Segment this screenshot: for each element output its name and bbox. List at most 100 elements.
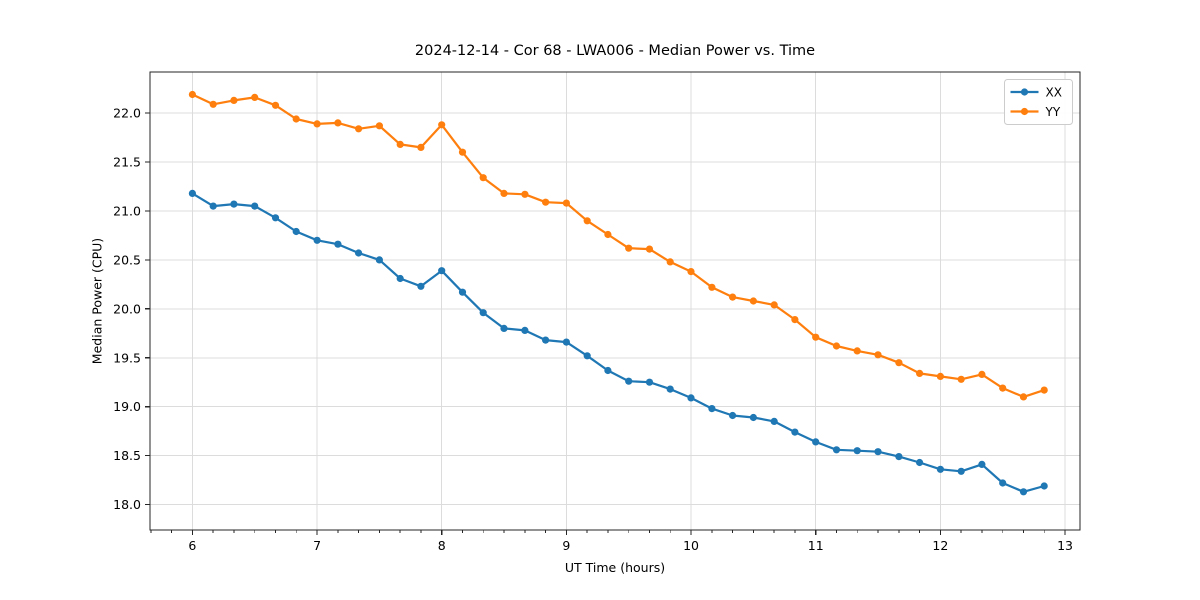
data-point-XX (334, 240, 342, 248)
data-point-YY (542, 198, 550, 206)
data-point-YY (209, 100, 217, 108)
data-point-YY (313, 120, 321, 128)
x-axis: 6 7 8 9 10 11 12 13 (150, 530, 1073, 553)
data-point-XX (874, 448, 882, 456)
data-point-XX (251, 202, 259, 210)
x-tick-label: 11 (808, 538, 824, 553)
data-point-YY (1019, 393, 1028, 401)
data-point-YY (375, 122, 383, 130)
data-point-XX (916, 458, 924, 467)
data-point-XX (604, 366, 612, 375)
data-point-YY (729, 293, 737, 301)
y-tick-label: 18.5 (113, 448, 141, 463)
data-point-YY (417, 143, 425, 151)
data-point-YY (604, 230, 612, 239)
x-axis-label: UT Time (hours) (564, 560, 666, 575)
legend-marker (1020, 107, 1029, 116)
data-point-XX (542, 336, 550, 344)
data-point-YY (479, 174, 487, 182)
data-point-YY (521, 190, 529, 198)
data-point-XX (957, 467, 965, 475)
data-point-YY (916, 369, 924, 377)
data-point-XX (458, 288, 467, 296)
data-point-YY (396, 140, 404, 148)
data-point-YY (230, 96, 238, 104)
data-point-YY (936, 372, 945, 380)
data-point-XX (666, 385, 674, 393)
series-YY-line (191, 93, 1045, 398)
data-point-XX (1040, 482, 1048, 490)
data-point-XX (978, 460, 986, 468)
legend-box (1004, 79, 1073, 125)
y-tick-label: 22.0 (113, 106, 141, 121)
y-tick-label: 21.0 (113, 203, 141, 218)
data-point-YY (292, 115, 300, 123)
data-point-YY (749, 297, 758, 305)
data-point-XX (687, 394, 695, 402)
data-point-XX (479, 309, 487, 317)
data-point-YY (957, 375, 965, 383)
data-point-YY (853, 347, 861, 355)
data-point-XX (562, 338, 571, 346)
data-point-XX (583, 352, 591, 360)
data-point-YY (438, 121, 446, 129)
data-point-XX (1019, 488, 1028, 496)
y-tick-label: 19.0 (113, 399, 141, 414)
data-point-XX (895, 453, 903, 461)
data-point-YY (687, 268, 695, 276)
data-point-XX (853, 447, 861, 455)
data-point-XX (708, 405, 716, 413)
legend: XX YY (1004, 79, 1073, 125)
data-point-XX (500, 324, 508, 332)
legend-label: XX (1046, 86, 1062, 100)
data-point-YY (583, 217, 591, 225)
data-point-XX (230, 200, 238, 208)
data-point-YY (812, 333, 820, 341)
x-tick-label: 7 (313, 538, 321, 553)
x-tick-label: 8 (438, 538, 446, 553)
data-point-XX (375, 256, 383, 264)
series-XX (188, 189, 1048, 496)
data-point-XX (645, 378, 654, 386)
data-point-YY (458, 148, 467, 156)
data-point-XX (812, 438, 820, 446)
y-tick-label: 21.5 (113, 155, 141, 170)
y-tick-label: 19.5 (113, 350, 141, 365)
data-point-XX (625, 377, 633, 385)
data-point-YY (1040, 386, 1048, 394)
data-point-YY (666, 258, 674, 266)
x-tick-label: 12 (932, 538, 948, 553)
data-point-XX (791, 428, 799, 436)
data-point-XX (271, 214, 280, 222)
data-point-YY (645, 245, 654, 253)
legend-item-XX: XX (1010, 86, 1062, 100)
y-axis-label: Median Power (CPU) (89, 237, 105, 365)
data-point-XX (438, 267, 446, 275)
data-point-YY (708, 283, 716, 291)
data-point-XX (521, 326, 529, 334)
legend-marker (1020, 88, 1029, 96)
data-point-YY (251, 93, 259, 101)
x-tick-label: 6 (188, 538, 196, 553)
data-point-XX (209, 202, 217, 210)
data-point-XX (936, 465, 945, 473)
series-YY (188, 90, 1048, 401)
data-point-XX (832, 446, 841, 454)
data-point-YY (832, 342, 841, 350)
data-point-YY (999, 384, 1007, 392)
y-tick-label: 20.0 (113, 301, 141, 316)
data-point-XX (417, 282, 425, 290)
data-point-XX (770, 417, 778, 425)
x-tick-label: 10 (683, 538, 699, 553)
x-tick-label: 13 (1057, 538, 1073, 553)
axes (149, 71, 1081, 531)
plot-border (149, 71, 1081, 531)
data-point-YY (770, 301, 778, 309)
y-tick-label: 18.0 (113, 497, 141, 512)
data-point-XX (749, 413, 758, 422)
legend-label: YY (1045, 105, 1061, 119)
data-point-YY (500, 189, 508, 197)
data-point-XX (188, 189, 196, 197)
